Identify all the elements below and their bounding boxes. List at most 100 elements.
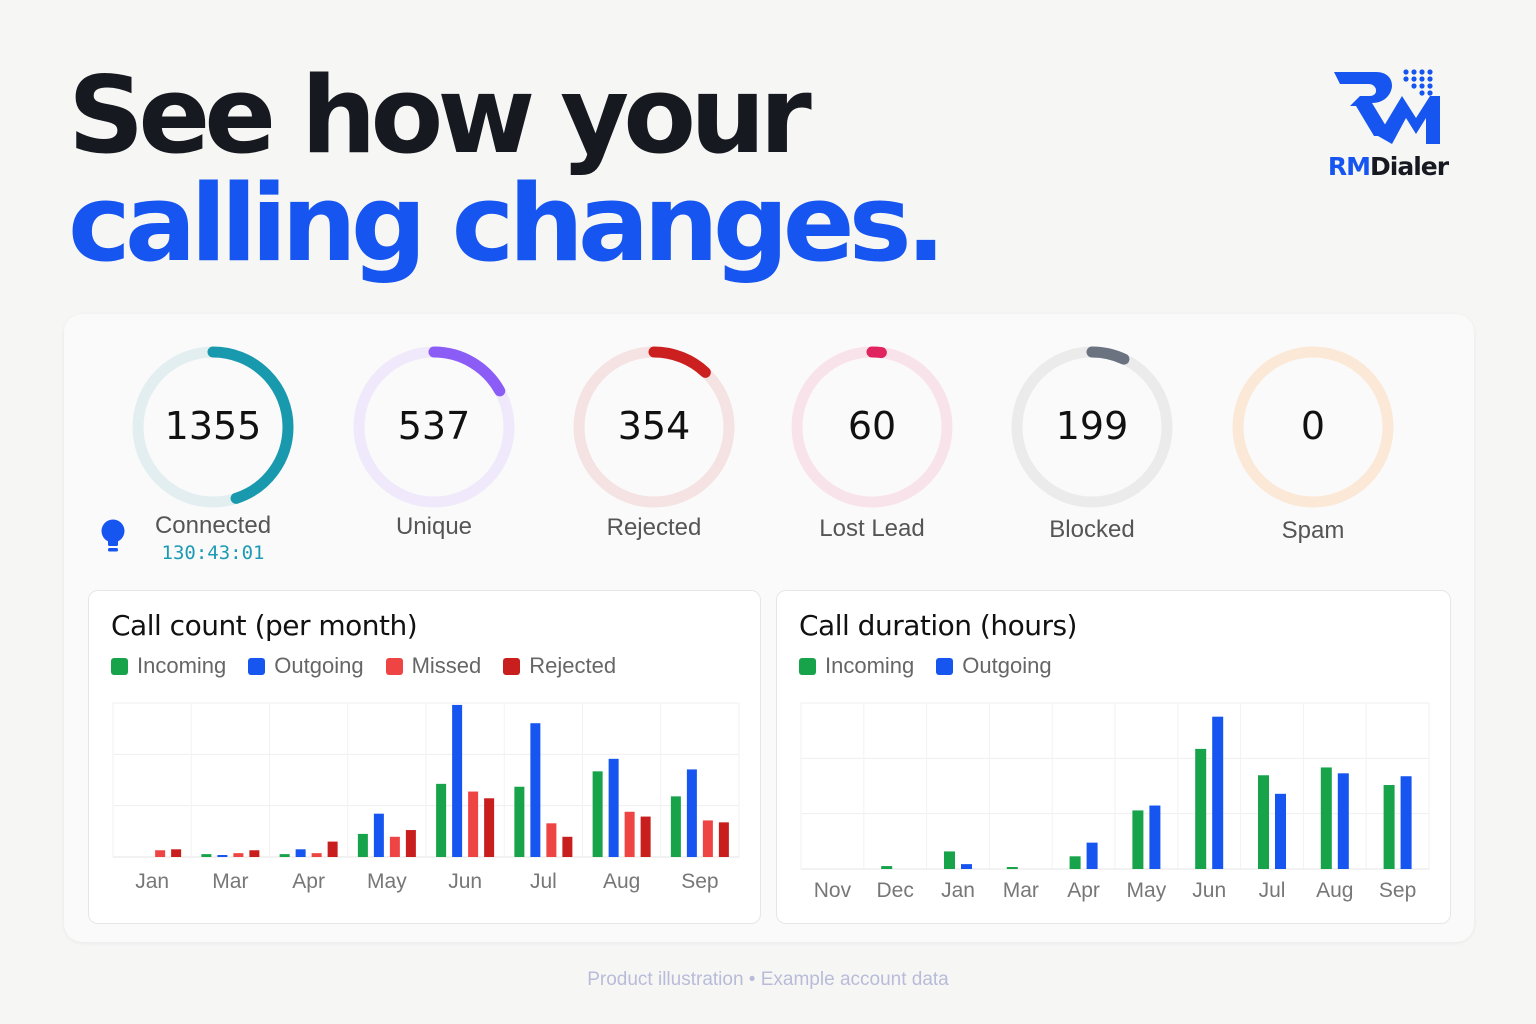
bar-incoming-aug — [1320, 767, 1332, 869]
bar-incoming-apr — [1069, 856, 1081, 869]
bar-outgoing-apr — [295, 849, 306, 857]
bar-incoming-dec — [881, 866, 893, 869]
stat-connected: 1355 Connected 130:43:01 — [118, 342, 308, 592]
stat-lost-lead: 60 Lost Lead — [777, 342, 967, 592]
bar-missed-jan — [155, 850, 166, 857]
call-duration-title: Call duration (hours) — [799, 609, 1077, 642]
progress-ring — [791, 346, 953, 508]
x-tick-label: Apr — [292, 870, 325, 893]
bar-rejected-may — [405, 830, 416, 857]
bar-outgoing-jan — [961, 864, 972, 869]
stat-label: Blocked — [1049, 516, 1135, 543]
bar-rejected-apr — [327, 841, 338, 857]
legend-item-outgoing: Outgoing — [248, 653, 364, 679]
bar-outgoing-aug — [608, 758, 619, 857]
bar-rejected-jan — [171, 849, 182, 857]
stat-label: Connected — [154, 512, 272, 539]
bar-missed-aug — [624, 811, 635, 857]
headline-line-1: See how your — [68, 54, 812, 177]
bar-incoming-mar — [1006, 867, 1018, 869]
stat-rejected: 354 Rejected — [559, 342, 749, 592]
progress-ring — [573, 346, 735, 508]
logo-wordmark: RMDialer — [1318, 152, 1458, 181]
bar-incoming-apr — [279, 854, 290, 857]
legend-label: Outgoing — [274, 653, 364, 678]
progress-ring — [132, 346, 294, 508]
stat-spam: 0 Spam — [1218, 342, 1408, 592]
stat-label: Rejected — [606, 514, 702, 541]
bar-outgoing-may — [1149, 805, 1161, 869]
stat-unique: 537 Unique — [339, 342, 529, 592]
legend-item-missed: Missed — [385, 653, 481, 679]
ring-progress-arc — [573, 346, 735, 508]
legend-swatch-rejected — [503, 657, 521, 675]
x-tick-label: May — [1127, 879, 1167, 902]
stat-value: 1355 — [164, 404, 262, 448]
bar-incoming-jul — [1258, 775, 1269, 869]
x-tick-label: Aug — [1316, 879, 1353, 902]
x-tick-label: Mar — [212, 870, 248, 893]
bar-missed-sep — [702, 820, 713, 857]
progress-ring — [353, 346, 515, 508]
x-tick-label: Mar — [1003, 879, 1039, 902]
call-duration-chart: Nov Dec Jan Mar Apr May Jun Jul Aug Sep — [800, 702, 1430, 902]
bar-missed-jun — [468, 791, 479, 857]
bar-outgoing-mar — [217, 855, 228, 857]
stat-value: 537 — [397, 404, 471, 448]
bar-missed-mar — [233, 853, 244, 857]
legend-label: Incoming — [825, 653, 915, 678]
legend-item-outgoing: Outgoing — [936, 653, 1052, 679]
bar-rejected-jun — [484, 798, 495, 857]
progress-ring — [1011, 346, 1173, 508]
x-tick-label: Jun — [448, 870, 482, 893]
bar-missed-jul — [546, 823, 557, 857]
bar-incoming-may — [357, 833, 368, 857]
ring-progress-arc — [132, 346, 294, 508]
bar-rejected-jul — [562, 836, 573, 857]
bar-rejected-aug — [640, 816, 651, 857]
ring-progress-arc — [353, 346, 515, 508]
logo-text-dialer: Dialer — [1370, 152, 1449, 181]
bar-rejected-mar — [249, 850, 260, 857]
x-tick-label: Jan — [135, 870, 169, 893]
call-count-panel: Call count (per month) Incoming Outgoing… — [88, 590, 761, 924]
stat-label: Unique — [395, 513, 473, 540]
headline-line-2: calling changes. — [68, 162, 946, 285]
footer-caption: Product illustration • Example account d… — [587, 969, 949, 990]
bar-missed-may — [389, 836, 400, 857]
x-tick-label: Jan — [941, 879, 975, 902]
connected-duration: 130:43:01 — [161, 542, 265, 564]
bar-incoming-jan — [944, 851, 955, 869]
bar-outgoing-apr — [1086, 842, 1098, 869]
rmdialer-logo: RMDialer — [1318, 66, 1458, 186]
legend-swatch-outgoing — [936, 657, 954, 675]
x-tick-label: Jul — [1259, 879, 1286, 902]
stat-blocked: 199 Blocked — [997, 342, 1187, 592]
legend-swatch-incoming — [111, 657, 128, 675]
x-tick-label: Jul — [530, 870, 557, 893]
bar-outgoing-jul — [1275, 793, 1286, 869]
bar-incoming-jun — [1195, 748, 1207, 869]
stat-label: Lost Lead — [819, 515, 925, 542]
logo-text-rm: RM — [1327, 152, 1371, 181]
legend-label: Incoming — [137, 653, 227, 678]
rm-logo-mark-icon — [1334, 69, 1440, 144]
legend-swatch-incoming — [799, 657, 816, 675]
bar-missed-apr — [311, 853, 322, 857]
call-duration-legend: Incoming Outgoing — [799, 653, 1052, 679]
legend-swatch-outgoing — [248, 657, 266, 675]
bar-incoming-may — [1132, 810, 1144, 869]
call-count-title: Call count (per month) — [111, 609, 418, 642]
bar-outgoing-aug — [1337, 773, 1349, 869]
progress-ring — [1232, 346, 1394, 508]
bar-outgoing-sep — [686, 769, 697, 857]
stat-value: 60 — [847, 404, 897, 448]
ring-progress-arc — [791, 346, 953, 508]
legend-item-rejected: Rejected — [503, 653, 616, 679]
bar-incoming-aug — [592, 771, 603, 857]
stat-value: 0 — [1300, 404, 1326, 448]
bar-outgoing-may — [373, 813, 384, 857]
x-tick-label: Dec — [877, 879, 914, 902]
x-tick-label: Sep — [681, 870, 718, 893]
bar-incoming-jul — [514, 786, 525, 857]
